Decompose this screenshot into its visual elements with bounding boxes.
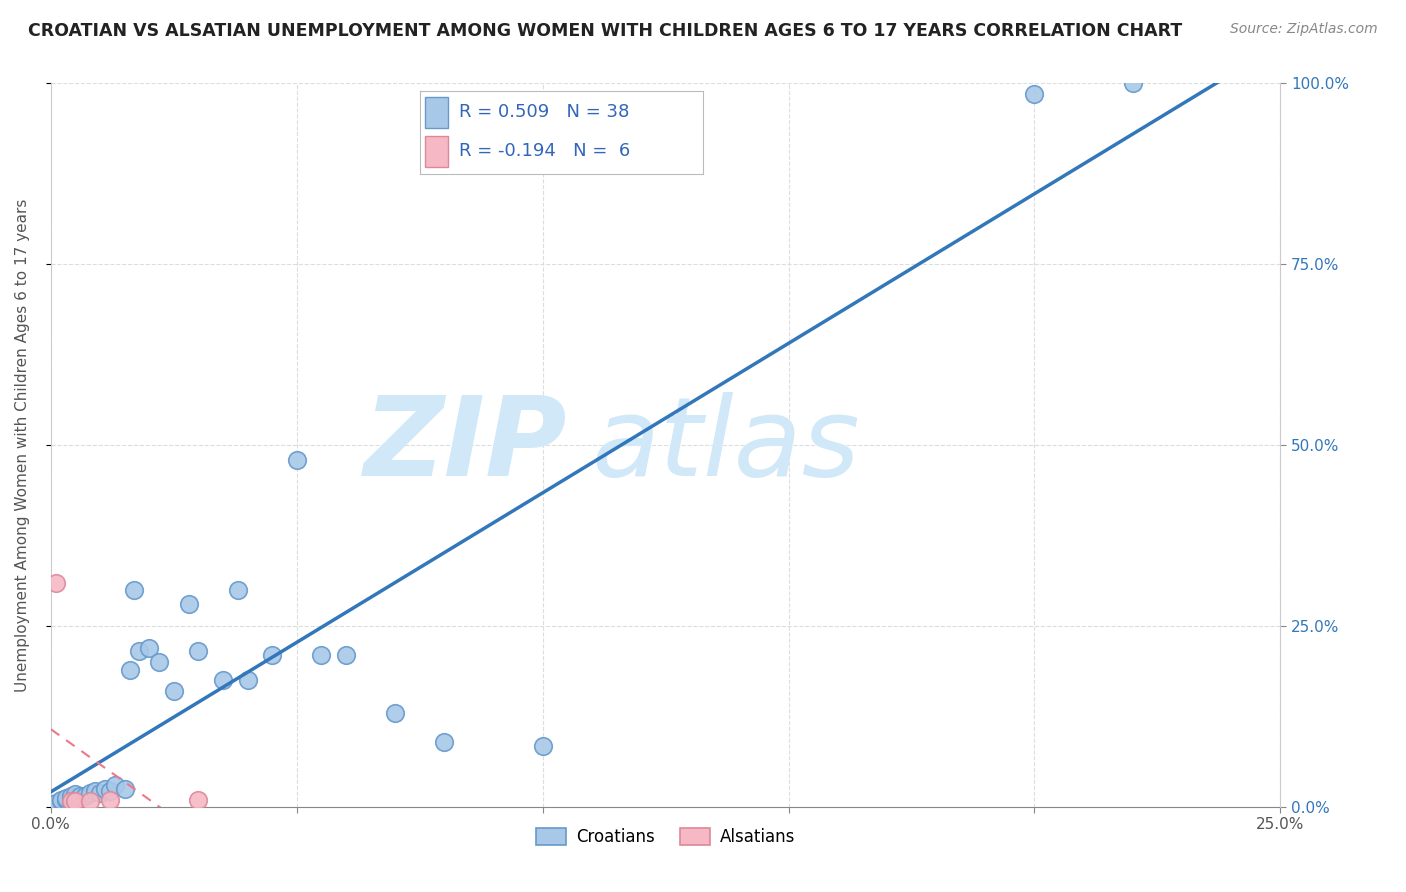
Point	[124, 582, 146, 597]
Point	[84, 784, 107, 798]
Point	[138, 640, 160, 655]
Point	[49, 793, 72, 807]
Y-axis label: Unemployment Among Women with Children Ages 6 to 17 years: Unemployment Among Women with Children A…	[15, 199, 30, 692]
Point	[69, 789, 91, 804]
Point	[98, 793, 121, 807]
Point	[79, 794, 101, 808]
Text: CROATIAN VS ALSATIAN UNEMPLOYMENT AMONG WOMEN WITH CHILDREN AGES 6 TO 17 YEARS C: CROATIAN VS ALSATIAN UNEMPLOYMENT AMONG …	[28, 22, 1182, 40]
Point	[226, 582, 249, 597]
Point	[212, 673, 235, 688]
Point	[94, 781, 117, 796]
Point	[262, 648, 284, 662]
Point	[65, 787, 87, 801]
Text: ZIP: ZIP	[364, 392, 567, 499]
Text: Source: ZipAtlas.com: Source: ZipAtlas.com	[1230, 22, 1378, 37]
Point	[148, 656, 170, 670]
Point	[118, 663, 141, 677]
Text: atlas: atlas	[592, 392, 860, 499]
Point	[59, 789, 82, 804]
Point	[98, 784, 121, 798]
Point	[104, 778, 127, 792]
Point	[285, 452, 308, 467]
Point	[45, 575, 67, 590]
Point	[236, 673, 259, 688]
Point	[384, 706, 406, 720]
Point	[75, 789, 97, 804]
Point	[531, 739, 554, 753]
Point	[128, 644, 150, 658]
Point	[79, 786, 101, 800]
Point	[65, 791, 87, 805]
Point	[335, 648, 357, 662]
Point	[59, 793, 82, 807]
Point	[45, 797, 67, 811]
Point	[55, 791, 77, 805]
Point	[1024, 87, 1046, 102]
Point	[163, 684, 186, 698]
Point	[177, 598, 200, 612]
Point	[187, 793, 209, 807]
Point	[311, 648, 333, 662]
Point	[89, 786, 111, 800]
Point	[65, 794, 87, 808]
Point	[49, 794, 72, 808]
Point	[433, 735, 456, 749]
Point	[114, 781, 136, 796]
Legend: Croatians, Alsatians: Croatians, Alsatians	[530, 822, 801, 853]
Point	[1122, 77, 1144, 91]
Point	[55, 793, 77, 807]
Point	[187, 644, 209, 658]
Point	[59, 794, 82, 808]
